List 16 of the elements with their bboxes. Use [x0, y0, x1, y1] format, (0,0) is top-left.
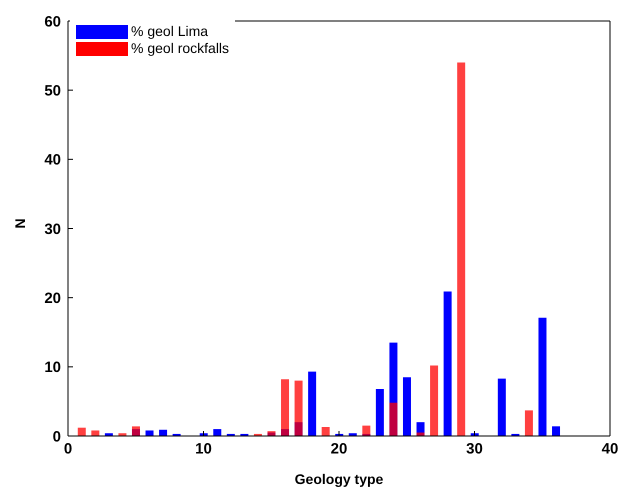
x-tick-label: 40: [602, 440, 618, 458]
y-tick-label: 40: [44, 152, 61, 169]
x-tick-label: 30: [466, 440, 483, 458]
y-tick-label: 20: [44, 290, 61, 307]
y-tick-label: 10: [44, 359, 61, 376]
y-tick-label: 50: [44, 82, 61, 100]
y-tick-label: 60: [44, 13, 61, 30]
x-tick-label: 20: [330, 440, 348, 458]
y-tick-label: 0: [52, 428, 61, 446]
x-axis-title: Geology type: [294, 471, 384, 487]
x-tick-label: 10: [195, 440, 212, 458]
x-tick-label: 0: [64, 440, 72, 458]
legend-label: % geol rockfalls: [131, 40, 230, 57]
y-axis-title: N: [12, 218, 28, 228]
y-tick-label: 30: [44, 220, 61, 238]
legend-label: % geol Lima: [131, 23, 208, 40]
